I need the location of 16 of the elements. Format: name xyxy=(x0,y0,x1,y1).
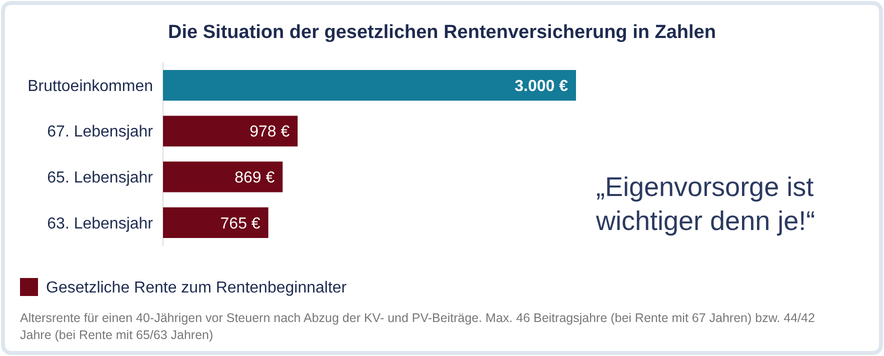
data-label: 978 € xyxy=(250,124,290,141)
data-label: 3.000 € xyxy=(514,78,568,95)
bar xyxy=(163,162,283,192)
y-tick-label: 63. Lebensjahr xyxy=(47,215,154,232)
chart-title: Die Situation der gesetzlichen Rentenversicherung in Zahlen xyxy=(168,22,716,43)
bar xyxy=(163,207,268,238)
bar xyxy=(163,116,298,146)
data-label: 765 € xyxy=(220,215,260,232)
y-tick-label: 65. Lebensjahr xyxy=(47,169,154,186)
text: Altersrente für einen 40-Jährigen vor Steuern nach Abzug der KV- und PV-Beiträge. Max. 46 Beitragsjahre (bei Rente mit 67 Jahren) bzw. 44/42 Jahre (bei Rente mit 65/63 Jahren) xyxy=(20,311,815,342)
bar xyxy=(163,70,576,101)
legend-label: Gesetzliche Rente zum Rentenbeginnalter xyxy=(46,280,348,297)
data-label: 869 € xyxy=(234,169,275,186)
text: „Eigenvorsorge ist wichtiger denn je!“ xyxy=(595,172,816,236)
y-tick-label: 67. Lebensjahr xyxy=(47,124,154,141)
y-tick-label: Bruttoeinkommen xyxy=(28,78,153,95)
